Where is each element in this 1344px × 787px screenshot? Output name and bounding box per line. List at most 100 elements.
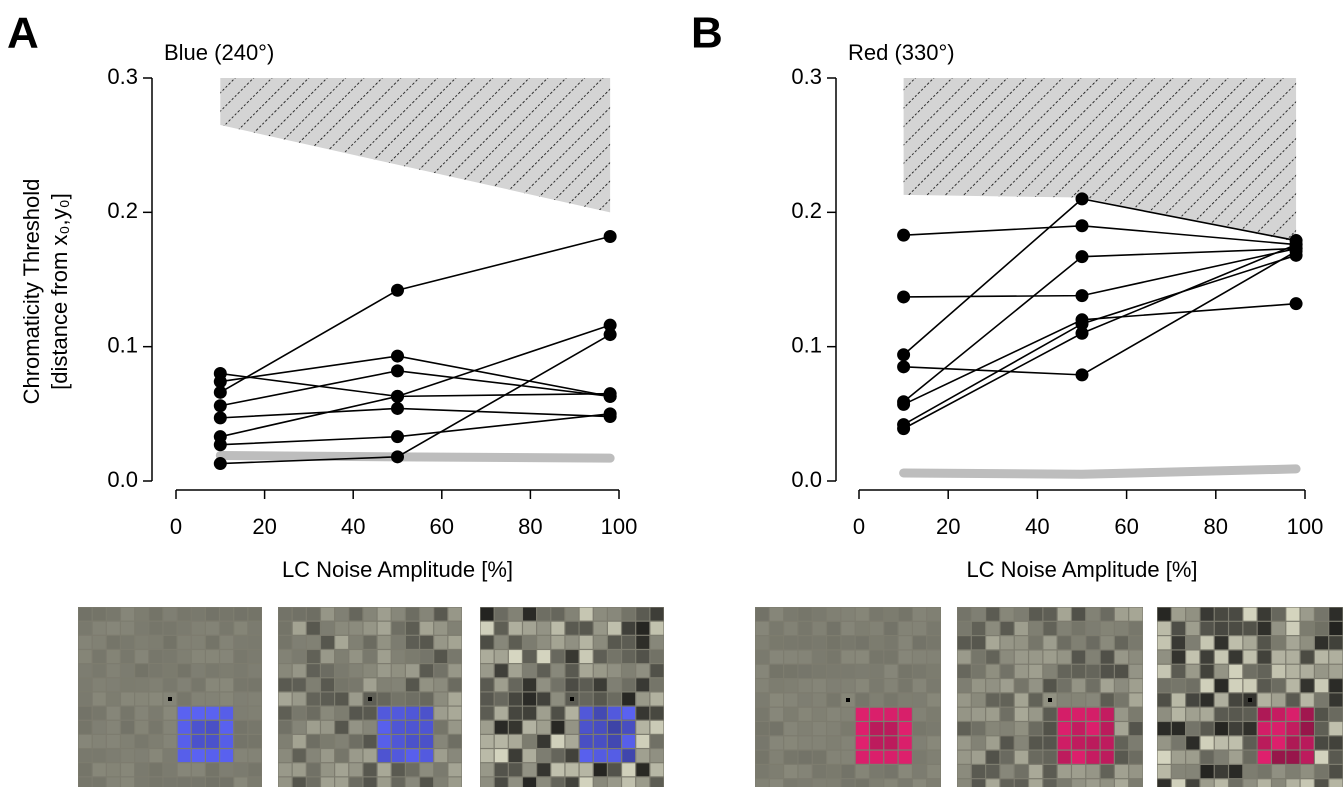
noise-cell xyxy=(405,635,419,649)
data-point xyxy=(897,348,911,362)
noise-cell xyxy=(636,763,650,777)
noise-cell xyxy=(363,777,377,787)
target-cell xyxy=(1057,707,1071,721)
noise-cell xyxy=(1114,621,1129,636)
noise-cell xyxy=(957,607,971,621)
noise-cell xyxy=(391,607,405,621)
noise-cell xyxy=(957,664,971,678)
noise-cell xyxy=(1000,722,1014,736)
noise-cell xyxy=(191,678,205,692)
noise-cell xyxy=(1329,750,1343,764)
stimulus-image xyxy=(957,607,1143,787)
noise-cell xyxy=(565,763,579,777)
data-point xyxy=(1289,248,1303,262)
noise-cell xyxy=(1257,607,1271,621)
target-cell xyxy=(191,734,205,748)
noise-cell xyxy=(163,777,177,787)
noise-cell xyxy=(579,607,593,621)
target-cell xyxy=(855,750,869,764)
noise-cell xyxy=(163,664,177,678)
noise-cell xyxy=(812,764,826,779)
noise-cell xyxy=(177,650,191,664)
noise-cell xyxy=(827,664,841,678)
noise-cell xyxy=(769,621,784,636)
noise-cell xyxy=(1314,664,1329,678)
x-tick-label: 0 xyxy=(853,514,865,539)
noise-cell xyxy=(1129,722,1143,736)
data-point xyxy=(391,283,404,297)
noise-cell xyxy=(508,763,522,777)
noise-cell xyxy=(812,736,826,750)
target-cell xyxy=(191,706,205,720)
target-cell xyxy=(593,706,607,720)
target-cell xyxy=(391,734,405,748)
noise-cell xyxy=(1129,707,1143,721)
noise-cell xyxy=(1243,650,1257,664)
y-tick-label: 0.2 xyxy=(107,198,138,223)
noise-cell xyxy=(898,679,912,693)
noise-cell xyxy=(205,664,219,678)
noise-cell xyxy=(306,706,320,720)
noise-cell xyxy=(1171,607,1186,621)
target-cell xyxy=(622,749,636,763)
noise-cell xyxy=(1086,621,1100,636)
noise-cell xyxy=(551,720,565,734)
noise-cell xyxy=(163,621,177,635)
noise-cell xyxy=(1043,607,1057,621)
noise-cell xyxy=(855,664,869,678)
noise-cell xyxy=(78,664,92,678)
noise-cell xyxy=(912,650,927,664)
noise-cell xyxy=(1243,679,1257,693)
noise-cell xyxy=(292,734,306,748)
noise-cell xyxy=(92,777,106,787)
noise-cell xyxy=(306,607,320,621)
noise-cell xyxy=(971,636,986,650)
noise-cell xyxy=(755,650,769,664)
noise-cell xyxy=(1214,607,1228,621)
noise-cell xyxy=(1243,707,1257,721)
noise-cell xyxy=(321,749,335,763)
noise-cell xyxy=(405,692,419,706)
target-cell xyxy=(405,749,419,763)
noise-cell xyxy=(1043,707,1057,721)
target-cell xyxy=(420,734,434,748)
noise-cell xyxy=(636,777,650,787)
noise-cell xyxy=(92,664,106,678)
target-cell xyxy=(1057,750,1071,764)
noise-cell xyxy=(1186,693,1200,707)
noise-cell xyxy=(106,635,120,649)
noise-cell xyxy=(593,664,607,678)
noise-cell xyxy=(1072,607,1086,621)
target-cell xyxy=(1057,722,1071,736)
noise-cell xyxy=(1057,679,1071,693)
noise-cell xyxy=(827,693,841,707)
noise-cell xyxy=(377,763,391,777)
noise-cell xyxy=(163,763,177,777)
target-cell xyxy=(1286,722,1300,736)
target-cell xyxy=(884,707,898,721)
noise-cell xyxy=(523,763,537,777)
data-point xyxy=(603,407,617,421)
target-cell xyxy=(898,736,912,750)
noise-cell xyxy=(1243,664,1257,678)
noise-cell xyxy=(1186,722,1200,736)
data-point xyxy=(603,389,617,403)
noise-cell xyxy=(135,692,149,706)
noise-cell xyxy=(321,678,335,692)
noise-cell xyxy=(898,621,912,636)
noise-cell xyxy=(494,749,508,763)
noise-cell xyxy=(798,722,812,736)
baseline-line xyxy=(899,464,1301,479)
noise-cell xyxy=(565,678,579,692)
noise-cell xyxy=(622,621,636,635)
noise-cell xyxy=(1229,693,1243,707)
noise-cell xyxy=(565,664,579,678)
noise-cell xyxy=(1029,693,1043,707)
noise-cell xyxy=(1314,736,1329,750)
data-point xyxy=(1289,297,1303,311)
noise-cell xyxy=(248,635,262,649)
noise-cell xyxy=(537,720,551,734)
noise-cell xyxy=(149,692,163,706)
noise-cell xyxy=(391,678,405,692)
noise-cell xyxy=(870,764,884,779)
